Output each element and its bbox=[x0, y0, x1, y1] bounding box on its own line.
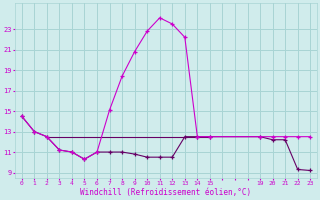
X-axis label: Windchill (Refroidissement éolien,°C): Windchill (Refroidissement éolien,°C) bbox=[80, 188, 252, 197]
